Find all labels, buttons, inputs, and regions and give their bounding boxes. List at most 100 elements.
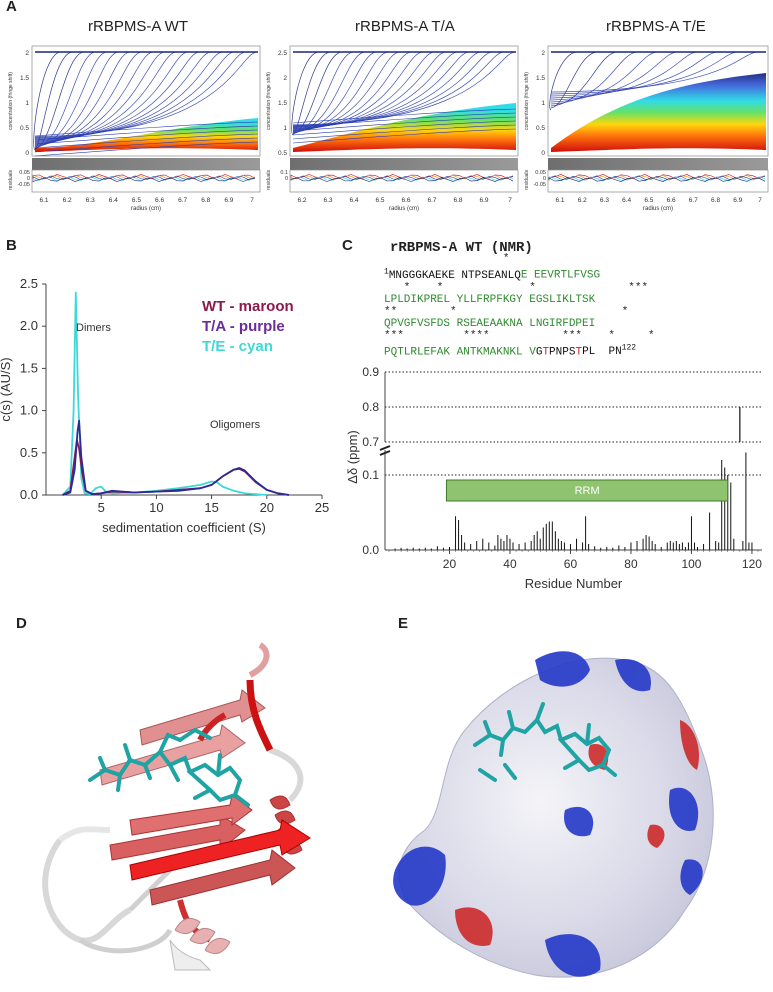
- x-tick-label: 7: [508, 197, 512, 204]
- y-tick-label: 2.0: [20, 318, 38, 333]
- x-tick-label: 7: [758, 197, 762, 204]
- x-tick-label: 6.7: [689, 197, 698, 204]
- x-tick-label: 40: [503, 557, 517, 571]
- y-tick-label: 2: [25, 50, 29, 57]
- y-tick-label: 0.9: [362, 365, 379, 379]
- x-tick-label: 20: [443, 557, 457, 571]
- y-tick-label: 0.5: [20, 445, 38, 460]
- plot-te: 2 1.5 1 0.5 0 concentration (fringe shift) 0.0…: [524, 46, 768, 212]
- residual-axis-label: residuals: [8, 169, 14, 190]
- x-tick-label: 6.5: [375, 197, 384, 204]
- y-tick-label: 0.8: [362, 400, 379, 414]
- plot-ta: 2.5 2 1.5 1 0.5 concentration (fringe shift) 0…: [266, 46, 518, 212]
- x-tick-label: 6.4: [622, 197, 631, 204]
- plot-title-te: rRBPMS-A T/E: [606, 18, 706, 35]
- y-tick-label: 0: [541, 150, 545, 157]
- x-axis-label: radius (cm): [131, 206, 161, 212]
- y-tick-label: 0.0: [20, 487, 38, 502]
- helix-bottom: [170, 918, 230, 970]
- x-axis-label: radius (cm): [643, 206, 673, 212]
- y-tick-label: 1.0: [20, 403, 38, 418]
- y-tick-label: 1: [25, 100, 29, 107]
- y-tick-label: 1: [283, 125, 287, 132]
- y-tick-label: 0.5: [20, 125, 29, 132]
- x-tick-label: 6.8: [201, 197, 210, 204]
- legend-wt: WT - maroon: [202, 298, 294, 315]
- sequence-line-4-stars: *** **** *** * *: [384, 331, 764, 342]
- y-axis-label: concentration (fringe shift): [266, 72, 272, 130]
- y-tick-label: 1: [541, 100, 545, 107]
- x-tick-label: 6.2: [63, 197, 72, 204]
- x-tick-label: 6.7: [427, 197, 436, 204]
- panel-label-d: D: [16, 615, 27, 632]
- y-tick-label: 0: [25, 150, 29, 157]
- sequence-line-3-stars: ** * *: [384, 307, 764, 318]
- chart-c: 0.00.10.70.80.9Δδ (ppm)20 40 60 80 100 120Res…: [340, 360, 773, 605]
- x-tick-label: 6.3: [86, 197, 95, 204]
- plot-title-ta: rRBPMS-A T/A: [355, 18, 455, 35]
- panel-label-a: A: [6, 0, 17, 15]
- ribbon-structure: [20, 640, 350, 985]
- panel-a-figure: 2 1.5 1 0.5 0 concentration (fringe shift) 0.0…: [0, 38, 773, 220]
- x-tick-label: 6.5: [132, 197, 141, 204]
- x-tick-label: 6.4: [109, 197, 118, 204]
- rrm-label: RRM: [575, 485, 600, 497]
- residual-frame: [290, 170, 518, 192]
- x-axis-title: sedimentation coefficient (S): [102, 520, 266, 535]
- x-tick-label: 6.2: [297, 197, 306, 204]
- y-tick-label: 1.5: [20, 75, 29, 82]
- sequence-line-3: QPVGFVSFDS RSEAEAAKNA LNGIRFDPEI: [384, 318, 764, 331]
- plot-wt: 2 1.5 1 0.5 0 concentration (fringe shift) 0.0…: [8, 46, 260, 212]
- x-tick-label: 6.6: [155, 197, 164, 204]
- x-tick-label: 6.3: [323, 197, 332, 204]
- y-tick-label: 0.1: [362, 468, 379, 482]
- x-tick-label: 6.8: [453, 197, 462, 204]
- legend-te: T/E - cyan: [202, 338, 273, 355]
- x-tick-label: 5: [98, 500, 105, 515]
- sequence-line-2: LPLDIKPREL YLLFRPFKGY EGSLIKLTSK: [384, 294, 764, 307]
- y-axis-label: concentration (fringe shift): [8, 72, 14, 130]
- x-tick-label: 15: [204, 500, 218, 515]
- residual-frame: [548, 170, 768, 192]
- x-tick-label: 6.1: [39, 197, 48, 204]
- x-tick-label: 6.4: [349, 197, 358, 204]
- y-axis-title: Δδ (ppm): [345, 430, 360, 483]
- x-tick-label: 60: [564, 557, 578, 571]
- x-axis-title: Residue Number: [525, 576, 623, 591]
- x-tick-label: 25: [315, 500, 329, 515]
- x-tick-label: 6.1: [555, 197, 564, 204]
- x-tick-label: 6.9: [733, 197, 742, 204]
- residual-frame: [32, 170, 260, 192]
- residual-axis-label: residuals: [524, 169, 530, 190]
- x-tick-label: 6.8: [711, 197, 720, 204]
- y-axis-title: c(s) (AU/S): [0, 357, 13, 421]
- y-tick-label: 0.0: [362, 543, 379, 557]
- x-tick-label: 6.7: [178, 197, 187, 204]
- x-tick-label: 6.9: [479, 197, 488, 204]
- oligomers-annotation: Oligomers: [210, 419, 261, 431]
- residual-tick-label: 0: [285, 176, 288, 182]
- x-tick-label: 100: [681, 557, 701, 571]
- legend-ta: T/A - purple: [202, 318, 285, 335]
- panel-label-c: C: [342, 237, 353, 254]
- series-line-t-a: [63, 421, 289, 495]
- x-tick-label: 6.9: [224, 197, 233, 204]
- sequence-line-4: PQTLRLEFAK ANTKMAKNKL VGTPNPSTPL PN122: [384, 342, 764, 360]
- x-tick-label: 80: [624, 557, 638, 571]
- x-axis-label: radius (cm): [389, 206, 419, 212]
- plot-title-wt: rRBPMS-A WT: [88, 18, 188, 35]
- surface-body: [399, 658, 713, 977]
- x-tick-label: 6.3: [600, 197, 609, 204]
- sequence-line-1-stars: *: [384, 254, 764, 265]
- panel-label-e: E: [398, 615, 408, 632]
- y-tick-label: 0.5: [278, 150, 287, 157]
- series-line-wt: [63, 440, 289, 495]
- residual-tick-label: -0.05: [533, 182, 546, 188]
- y-tick-label: 2: [283, 75, 287, 82]
- dimers-annotation: Dimers: [76, 322, 111, 334]
- x-tick-label: 7: [250, 197, 254, 204]
- y-tick-label: 2: [541, 50, 545, 57]
- x-tick-label: 6.6: [401, 197, 410, 204]
- surface-structure: [385, 640, 773, 985]
- y-axis-label: concentration (fringe shift): [524, 72, 530, 130]
